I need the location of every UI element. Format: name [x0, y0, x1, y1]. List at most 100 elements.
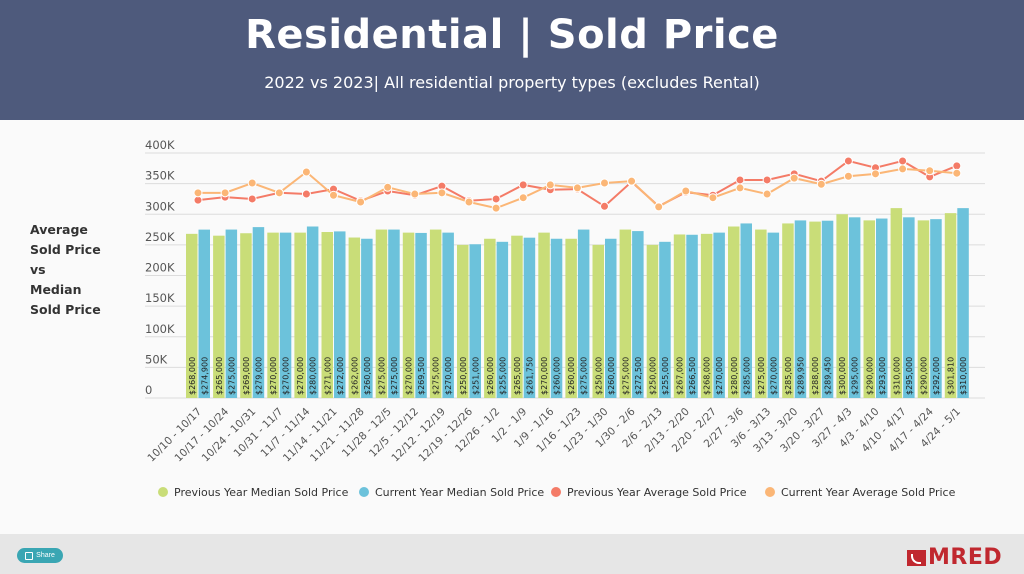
curr-median-bar [496, 241, 509, 398]
share-label: Share [36, 552, 55, 559]
curr-avg-point [545, 180, 555, 190]
page-subtitle: 2022 vs 2023| All residential property t… [264, 73, 760, 92]
prev-avg-point [735, 175, 745, 185]
bar-value-label: $275,000 [580, 357, 589, 395]
prev-avg-point [193, 195, 203, 205]
side-label-line: Average [30, 222, 88, 237]
y-tick-label: 100K [145, 322, 175, 336]
prev-median-bar [321, 232, 333, 398]
bar-value-label: $290,000 [865, 357, 874, 395]
bar-value-label: $310,000 [959, 357, 968, 395]
bar-value-label: $274,900 [200, 357, 209, 395]
bar-value-label: $260,000 [553, 357, 562, 395]
curr-avg-point [843, 171, 853, 181]
prev-median-bar [240, 233, 252, 398]
prev-median-bar [267, 232, 279, 398]
y-tick-label: 0 [145, 383, 152, 397]
legend-label: Current Year Median Sold Price [375, 486, 544, 499]
bar-value-label: $272,000 [336, 357, 345, 395]
curr-avg-point [681, 186, 691, 196]
bar-value-label: $260,000 [486, 357, 495, 395]
prev-avg-point [762, 175, 772, 185]
y-tick-label: 300K [145, 199, 175, 213]
bar-value-label: $295,000 [851, 357, 860, 395]
prev-median-bar [402, 232, 415, 398]
curr-median-bar [659, 241, 671, 398]
curr-avg-point [274, 188, 284, 198]
prev-avg-point [843, 156, 853, 166]
side-label-line: Sold Price [30, 302, 101, 317]
bar-value-label: $275,000 [227, 357, 236, 395]
side-label-line: vs [30, 262, 46, 277]
bar-value-label: $251,000 [471, 357, 480, 395]
prev-median-bar [782, 223, 794, 398]
bar-value-label: $270,000 [296, 357, 305, 395]
bar-value-label: $275,000 [432, 357, 441, 395]
curr-median-bar [794, 220, 807, 398]
side-label-line: Median [30, 282, 82, 297]
bar-value-label: $275,000 [621, 357, 630, 395]
curr-median-bar [930, 219, 942, 398]
y-tick-label: 150K [145, 291, 175, 305]
curr-median-bar [198, 229, 210, 398]
curr-median-bar [388, 229, 400, 398]
y-tick-label: 350K [145, 169, 175, 183]
bars [186, 208, 969, 398]
curr-avg-point [789, 173, 799, 183]
prev-median-bar [565, 238, 577, 398]
share-button[interactable]: Share [17, 548, 63, 563]
prev-median-bar [836, 214, 848, 398]
prev-median-bar [890, 208, 903, 398]
bar-value-label: $255,000 [498, 357, 507, 395]
curr-median-bar [334, 231, 346, 398]
curr-avg-point [247, 178, 257, 188]
curr-median-bar [876, 218, 888, 398]
prev-median-bar [619, 229, 632, 398]
bar-value-label: $270,000 [715, 357, 724, 395]
curr-median-bar [523, 237, 536, 398]
bar-value-label: $275,000 [757, 357, 766, 395]
mred-logo-text: MRED [928, 545, 1003, 570]
prev-median-bar [592, 244, 604, 398]
prev-median-bar [646, 244, 659, 398]
bar-value-label: $250,000 [594, 357, 603, 395]
bar-value-label: $261,750 [525, 357, 534, 395]
prev-avg-point [600, 201, 609, 211]
bar-value-label: $255,000 [661, 357, 670, 395]
footer-bar: Share MRED [0, 534, 1024, 574]
bar-value-label: $285,000 [742, 357, 751, 395]
bar-value-label: $269,500 [417, 357, 426, 395]
prev-median-bar [755, 229, 767, 398]
curr-median-bar [767, 232, 780, 398]
prev-avg-point [491, 194, 501, 204]
side-label-line: Sold Price [30, 242, 101, 257]
bar-value-label: $288,000 [811, 357, 820, 395]
bar-labels: $268,000 $274,900 $265,000 $275,000 $269,000… [188, 357, 968, 395]
prev-median-bar [186, 233, 198, 398]
bar-value-label: $290,000 [919, 357, 928, 395]
page-title: Residential | Sold Price [245, 12, 779, 58]
bar-value-label: $285,000 [784, 357, 793, 395]
prev-median-bar [863, 220, 875, 398]
prev-median-bar [429, 229, 442, 398]
mred-logo-icon [907, 549, 926, 566]
legend-marker [551, 487, 561, 497]
bar-value-label: $280,000 [730, 357, 739, 395]
bar-value-label: $292,000 [932, 357, 941, 395]
y-tick-label: 400K [145, 138, 175, 152]
curr-median-bar [848, 217, 861, 398]
chart-side-label: Average Sold Price vs Median Sold Price [30, 220, 110, 320]
curr-avg-point [627, 176, 637, 186]
curr-avg-point [193, 188, 203, 198]
curr-median-bar [577, 229, 590, 398]
bar-value-label: $270,000 [769, 357, 778, 395]
prev-median-bar [294, 232, 306, 398]
curr-median-bar [740, 223, 752, 398]
curr-avg-point [925, 166, 935, 176]
bar-value-label: $268,000 [188, 357, 197, 395]
curr-avg-point [816, 179, 826, 189]
curr-median-bar [632, 231, 644, 398]
y-tick-label: 50K [145, 352, 168, 366]
prev-avg-point [898, 156, 908, 166]
